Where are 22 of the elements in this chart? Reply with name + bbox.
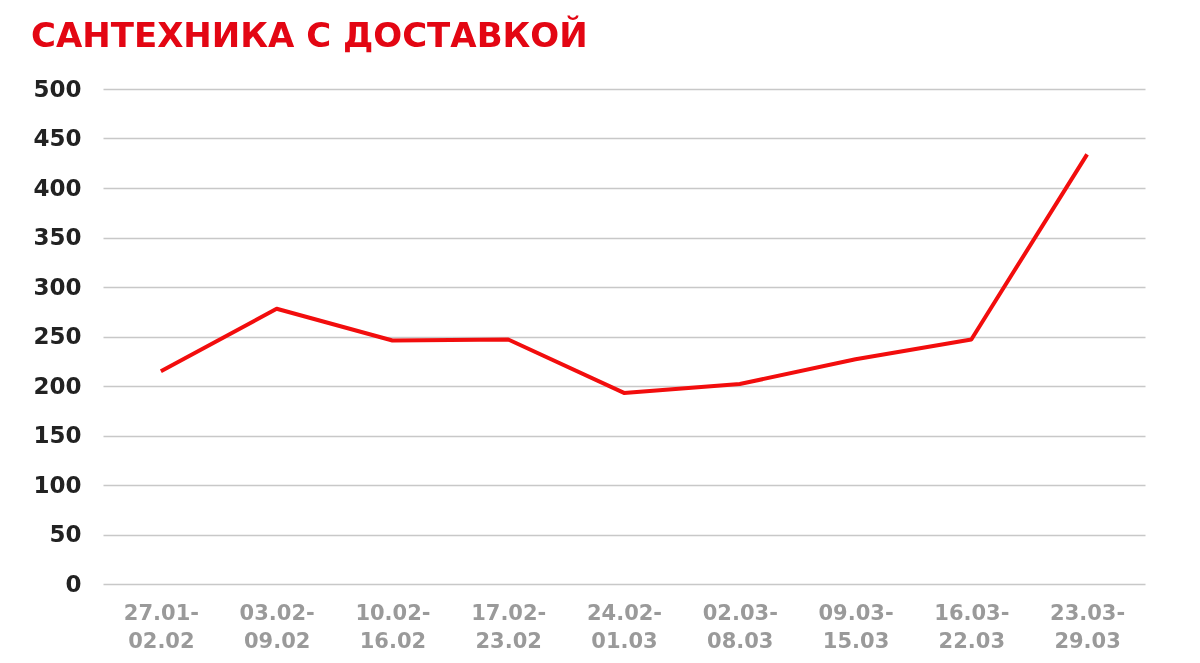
y-tick-label: 0 xyxy=(65,570,82,597)
y-tick-label: 450 xyxy=(33,125,82,151)
x-tick-label: 09.03-15.03 xyxy=(818,600,894,653)
x-tick-label: 16.03-22.03 xyxy=(934,600,1010,653)
y-tick-label: 150 xyxy=(33,422,82,448)
x-tick-label: 17.02-23.02 xyxy=(471,600,547,653)
chart-title: САНТЕХНИКА С ДОСТАВКОЙ xyxy=(30,15,588,55)
y-tick-label: 350 xyxy=(33,224,82,250)
y-tick-label: 250 xyxy=(33,323,82,349)
y-tick-label: 300 xyxy=(33,273,82,300)
y-tick-label: 200 xyxy=(33,372,82,399)
x-tick-label: 23.03-29.03 xyxy=(1050,600,1126,653)
line-series xyxy=(158,152,1090,395)
y-tick-label: 50 xyxy=(49,521,82,547)
y-tick-label: 100 xyxy=(33,471,82,498)
x-tick-label: 02.03-08.03 xyxy=(702,600,778,653)
y-tick-label: 400 xyxy=(33,174,82,201)
x-tick-label: 10.02-16.02 xyxy=(355,600,431,653)
x-tick-label: 03.02-09.02 xyxy=(239,600,315,653)
x-tick-label: 27.01-02.02 xyxy=(123,600,199,653)
x-tick-label: 24.02-01.03 xyxy=(586,600,663,653)
y-tick-label: 500 xyxy=(33,75,82,102)
